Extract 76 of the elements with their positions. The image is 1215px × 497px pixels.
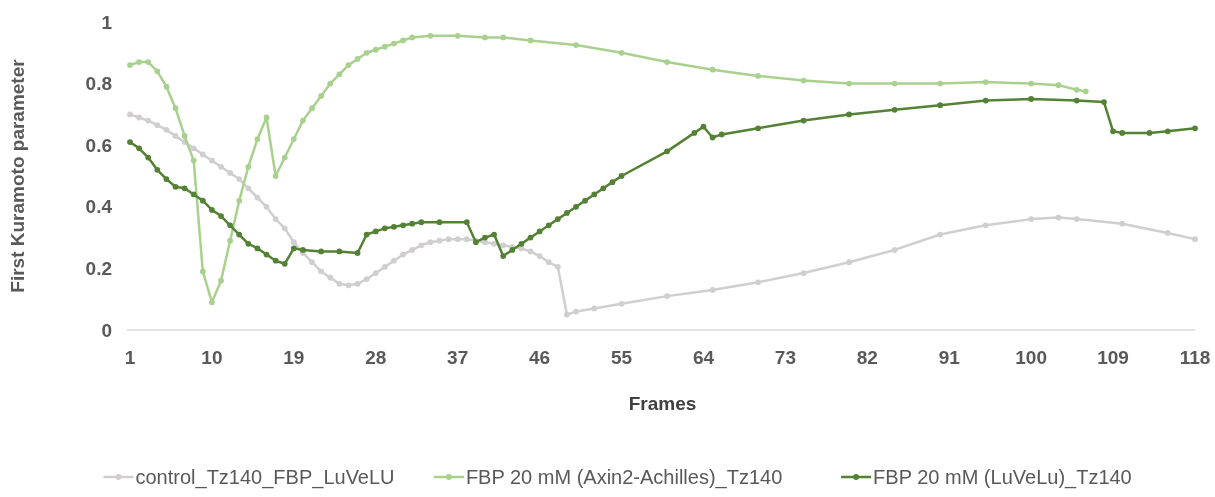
point xyxy=(800,77,807,84)
point xyxy=(199,268,206,275)
point xyxy=(127,62,133,68)
point xyxy=(527,37,534,44)
legend-label: FBP 20 mM (Axin2-Achilles)_Tz140 xyxy=(465,466,783,489)
point xyxy=(272,173,279,179)
point xyxy=(190,157,197,164)
point xyxy=(664,59,670,65)
point xyxy=(145,59,152,65)
y-tick-label: 0 xyxy=(101,319,112,341)
x-tick-label: 19 xyxy=(283,347,305,368)
point xyxy=(172,105,179,112)
y-tick-label: 0.8 xyxy=(85,73,112,95)
point xyxy=(391,40,397,47)
point xyxy=(755,73,761,79)
y-tick-label: 0.6 xyxy=(85,134,112,156)
x-tick-label: 55 xyxy=(610,347,633,368)
point xyxy=(181,133,188,139)
point xyxy=(290,136,297,142)
point xyxy=(500,34,507,41)
y-tick-label: 1 xyxy=(101,11,113,33)
point xyxy=(709,66,716,73)
x-tick-label: 100 xyxy=(1015,347,1048,368)
point xyxy=(618,49,625,56)
x-tick-label: 118 xyxy=(1179,347,1211,368)
y-tick-label: 0.4 xyxy=(85,196,113,218)
point xyxy=(136,59,142,65)
point xyxy=(409,34,416,41)
x-tick-label: 46 xyxy=(529,347,551,368)
point xyxy=(427,32,434,39)
point xyxy=(345,62,352,68)
point xyxy=(236,197,243,204)
point xyxy=(263,114,270,121)
x-tick-label: 37 xyxy=(447,347,469,368)
point xyxy=(363,49,370,56)
point xyxy=(982,79,989,85)
x-tick-label: 64 xyxy=(692,347,715,368)
point xyxy=(381,43,388,50)
point xyxy=(454,32,461,39)
point xyxy=(336,71,343,78)
point xyxy=(937,80,944,87)
point xyxy=(372,46,379,53)
point xyxy=(354,56,361,62)
x-tick-label: 82 xyxy=(856,347,878,368)
point xyxy=(327,80,334,87)
x-tick-label: 91 xyxy=(938,347,961,368)
point xyxy=(209,299,215,306)
point xyxy=(154,68,161,75)
point xyxy=(227,237,234,244)
point xyxy=(891,80,898,87)
point xyxy=(1055,82,1062,89)
point xyxy=(309,105,315,112)
legend-label: FBP 20 mM (LuVeLu)_Tz140 xyxy=(873,466,1132,489)
point xyxy=(245,163,252,170)
point xyxy=(318,93,325,99)
point xyxy=(400,37,406,44)
x-tick-label: 1 xyxy=(124,347,136,368)
point xyxy=(846,80,852,87)
y-axis-title: First Kuramoto parameter xyxy=(7,58,28,293)
x-axis-title: Frames xyxy=(628,393,697,414)
point xyxy=(1073,86,1080,93)
x-tick-label: 109 xyxy=(1097,347,1129,368)
point xyxy=(281,154,288,161)
point xyxy=(1082,88,1089,95)
point xyxy=(300,117,306,124)
point xyxy=(482,34,488,41)
x-tick-label: 10 xyxy=(201,347,223,368)
x-tick-label: 73 xyxy=(774,347,796,368)
point xyxy=(573,42,579,48)
point xyxy=(163,83,170,90)
point xyxy=(254,136,261,142)
legend-label: control_Tz140_FBP_LuVeLU xyxy=(135,466,395,489)
y-tick-label: 0.2 xyxy=(85,258,112,280)
x-tick-label: 28 xyxy=(365,347,387,368)
point xyxy=(218,277,224,284)
point xyxy=(1028,80,1035,87)
